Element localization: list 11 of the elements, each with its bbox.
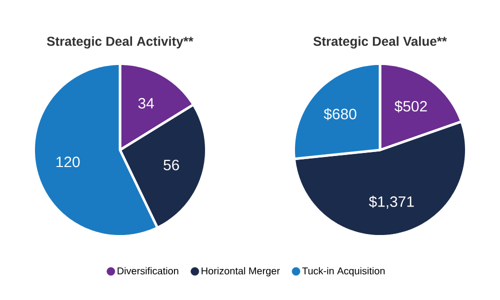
data-label: $502 (394, 100, 427, 112)
data-label: 34 (138, 98, 154, 109)
chart-title: Strategic Deal Activity** (46, 36, 194, 49)
legend-label: Tuck-in Acquisition (302, 267, 385, 276)
data-label: $1,371 (368, 196, 414, 209)
data-label: 120 (56, 156, 80, 168)
chart-title: Strategic Deal Value** (313, 36, 447, 49)
legend-label: Horizontal Merger (202, 267, 280, 276)
data-label: $680 (324, 108, 356, 120)
legend-label: Diversification (118, 267, 178, 274)
data-label: 56 (164, 160, 179, 170)
